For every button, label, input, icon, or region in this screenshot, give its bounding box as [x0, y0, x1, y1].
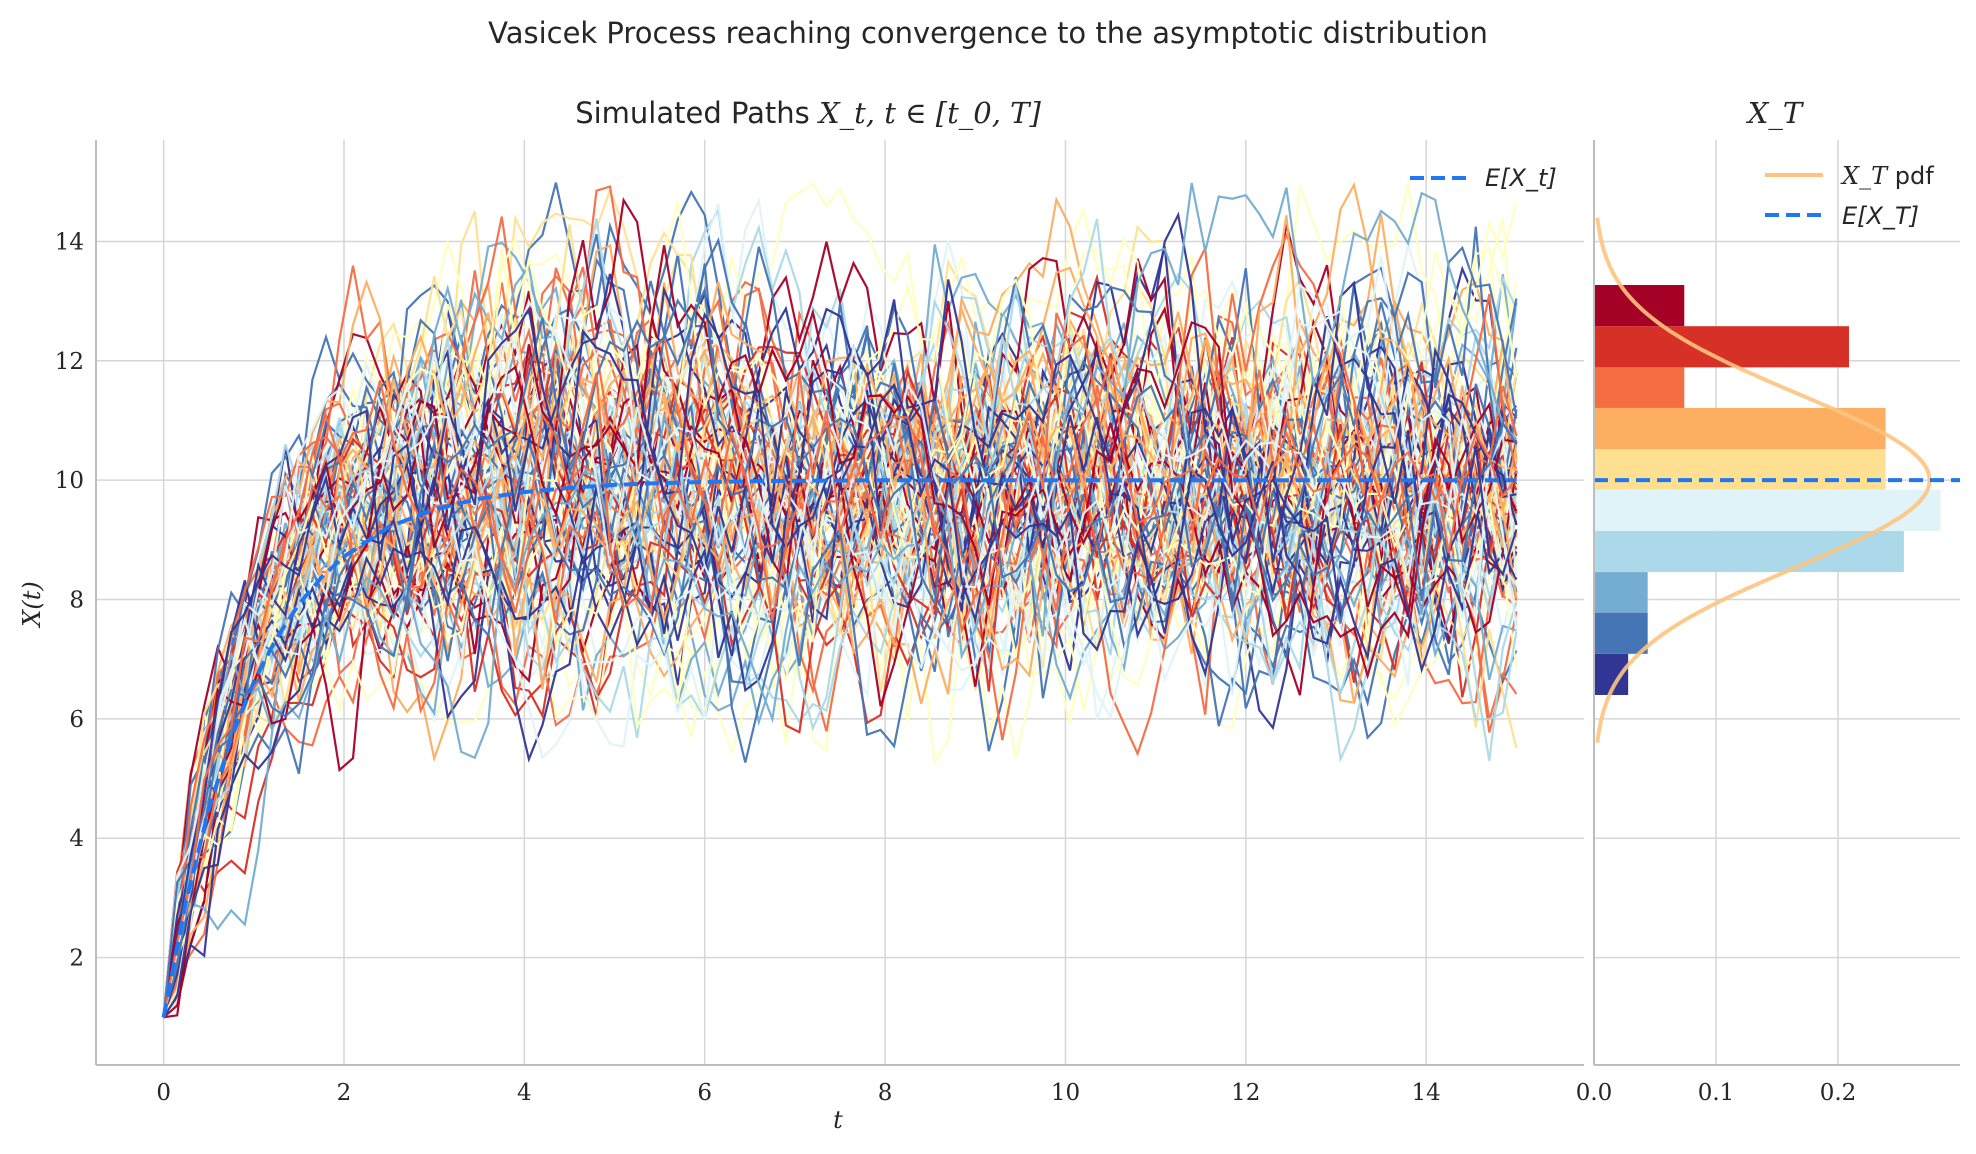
simulated-path	[162, 211, 1518, 1018]
histogram-bar	[1594, 407, 1886, 450]
paths-title: Simulated Paths X_t, t ∈ [t_0, T]	[575, 96, 1041, 131]
distribution-panel: X_T 0.0 0.1 0.2 X_T pdf E[X_T]	[1576, 96, 1960, 1106]
paths-title-math: X_t, t ∈ [t_0, T]	[817, 96, 1041, 131]
distribution-title: X_T	[1746, 96, 1805, 131]
simulated-path	[162, 218, 1518, 1018]
y-tick-label: 8	[69, 588, 84, 614]
histogram-bar	[1594, 612, 1648, 654]
paths-ticks: 0 2 4 6 8 10 12 14 2 4 6 8 10 12 14	[55, 229, 1441, 1106]
histogram-bar	[1594, 367, 1685, 408]
paths-legend: E[X_t]	[1410, 164, 1557, 192]
x-tick-label: 14	[1412, 1080, 1441, 1106]
x-axis-label: t	[833, 1106, 843, 1134]
simulated-path	[162, 293, 1518, 1018]
distribution-axes	[1593, 140, 1960, 1066]
simulated-path	[162, 312, 1518, 1018]
x-tick-label: 2	[337, 1080, 352, 1106]
pdf-curve	[1595, 217, 1932, 743]
paths-panel: Simulated Paths X_t, t ∈ [t_0, T] 0 2 4 6 8 1…	[18, 96, 1584, 1134]
distribution-ticks: 0.0 0.1 0.2	[1576, 1080, 1857, 1106]
distribution-x-tick-label: 0.1	[1698, 1080, 1735, 1106]
y-tick-label: 10	[55, 468, 84, 494]
legend-expected-label: E[X_t]	[1485, 164, 1557, 192]
y-tick-label: 14	[55, 229, 84, 255]
simulated-path	[162, 248, 1518, 1018]
expected-value-line	[161, 478, 1517, 1018]
figure-suptitle: Vasicek Process reaching convergence to …	[488, 16, 1488, 50]
simulated-path	[162, 285, 1518, 1018]
paths-axes	[95, 140, 1584, 1066]
simulated-path	[162, 345, 1518, 1018]
y-tick-label: 2	[69, 946, 84, 972]
simulated-path	[162, 304, 1518, 1018]
distribution-grid	[1593, 140, 1960, 1065]
simulated-path	[162, 182, 1518, 1018]
simulated-path	[162, 264, 1517, 1018]
y-tick-label: 6	[69, 707, 84, 733]
x-tick-label: 8	[878, 1080, 893, 1106]
x-tick-label: 0	[156, 1080, 171, 1106]
legend-pdf-label: X_T pdf	[1840, 162, 1934, 190]
legend-terminal-expected-label: E[X_T]	[1842, 202, 1919, 230]
paths-title-text: Simulated Paths	[575, 96, 819, 130]
x-tick-label: 6	[697, 1080, 712, 1106]
simulated-path	[162, 218, 1518, 1018]
histogram-bar	[1594, 449, 1886, 490]
histogram-bar	[1594, 530, 1904, 573]
distribution-legend: X_T pdf E[X_T]	[1765, 162, 1934, 230]
x-tick-label: 10	[1051, 1080, 1080, 1106]
simulated-path	[162, 306, 1518, 1018]
histogram-bar	[1594, 489, 1941, 531]
simulated-path	[162, 258, 1518, 1018]
y-axis-label: X(t)	[18, 581, 46, 628]
x-tick-label: 4	[517, 1080, 532, 1106]
distribution-x-tick-label: 0.2	[1820, 1080, 1857, 1106]
simulated-path	[162, 384, 1518, 1018]
legend-pdf-math: X_T	[1840, 162, 1889, 190]
y-tick-label: 4	[69, 826, 84, 852]
y-tick-label: 12	[55, 349, 84, 375]
legend-pdf-text: pdf	[1887, 162, 1934, 190]
simulated-path	[162, 236, 1518, 1018]
distribution-x-tick-label: 0.0	[1576, 1080, 1613, 1106]
histogram-bar	[1594, 572, 1648, 613]
paths-group	[162, 181, 1518, 1019]
x-tick-label: 12	[1231, 1080, 1260, 1106]
histogram-bars	[1594, 285, 1941, 695]
